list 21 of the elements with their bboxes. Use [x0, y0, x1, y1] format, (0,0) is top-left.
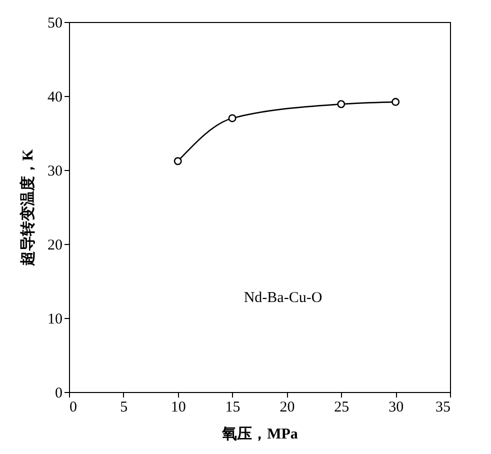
x-tick-label: 0	[70, 400, 77, 416]
x-tick-label: 10	[170, 400, 186, 416]
annotation: Nd-Ba-Cu-O	[244, 290, 322, 306]
point	[337, 100, 346, 108]
y-tick-label: 20	[48, 238, 62, 254]
x-tick-label: 15	[225, 400, 240, 416]
y-tick-label: 40	[48, 90, 62, 106]
y-tick-label: 0	[55, 386, 62, 402]
y-axis-title: 超导转变温度，K	[18, 148, 36, 267]
point	[228, 114, 236, 122]
x-axis-title: 氧压，MPa	[221, 426, 298, 442]
x-tick-label: 20	[280, 400, 295, 416]
x-tick-label: 35	[436, 400, 450, 416]
y-tick-label: 50	[48, 16, 62, 32]
point	[392, 98, 400, 106]
x-tick-label: 30	[388, 400, 404, 416]
x-tick-label: 5	[120, 400, 128, 416]
x-tick-label: 25	[334, 400, 350, 416]
y-tick-label: 30	[48, 164, 62, 180]
point	[174, 157, 182, 166]
y-tick-label: 10	[48, 312, 62, 328]
